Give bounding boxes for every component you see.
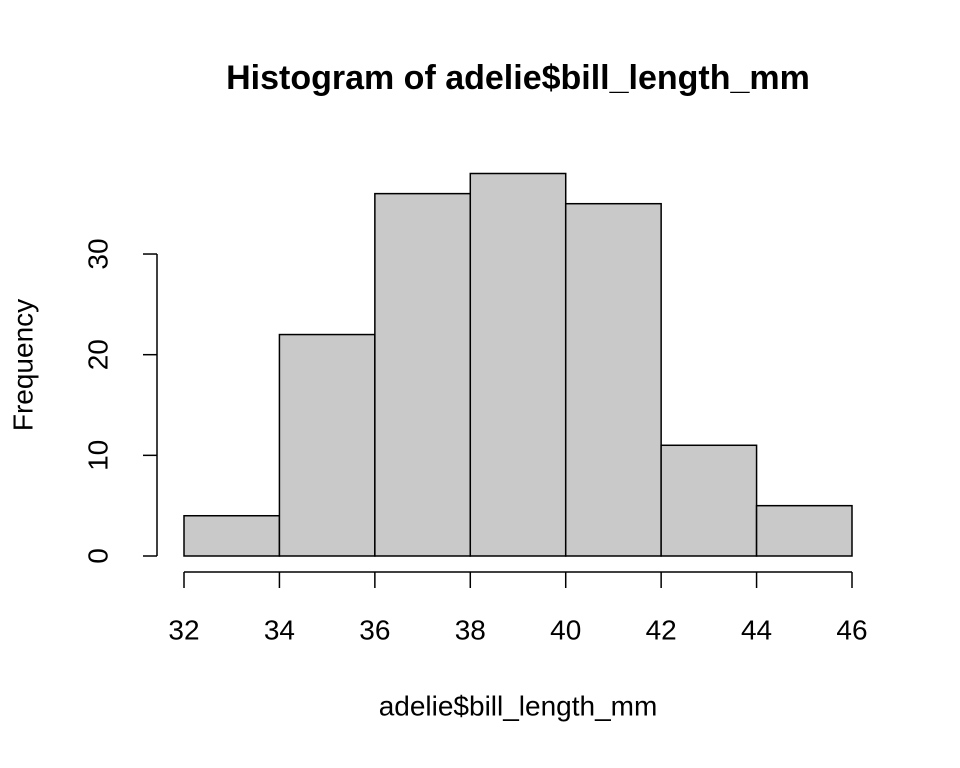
x-tick-label: 38: [455, 614, 486, 645]
x-tick-label: 44: [741, 614, 772, 645]
x-axis-label: adelie$bill_length_mm: [379, 690, 658, 721]
y-tick-label: 0: [82, 548, 113, 564]
bar: [278, 333, 376, 557]
bar: [469, 172, 567, 557]
y-tick-label: 10: [82, 440, 113, 471]
bar: [755, 504, 853, 557]
x-tick-label: 36: [359, 614, 390, 645]
y-tick-label: 20: [82, 339, 113, 370]
bar: [660, 444, 758, 557]
x-tick-label: 40: [550, 614, 581, 645]
x-tick-label: 34: [264, 614, 295, 645]
bar: [183, 514, 281, 557]
chart-title: Histogram of adelie$bill_length_mm: [226, 59, 810, 97]
y-tick-label: 30: [82, 238, 113, 269]
bar: [564, 202, 662, 557]
x-tick-label: 32: [168, 614, 199, 645]
x-tick-label: 46: [836, 614, 867, 645]
x-tick-label: 42: [646, 614, 677, 645]
y-axis-label: Frequency: [7, 299, 38, 431]
bar: [374, 192, 472, 557]
